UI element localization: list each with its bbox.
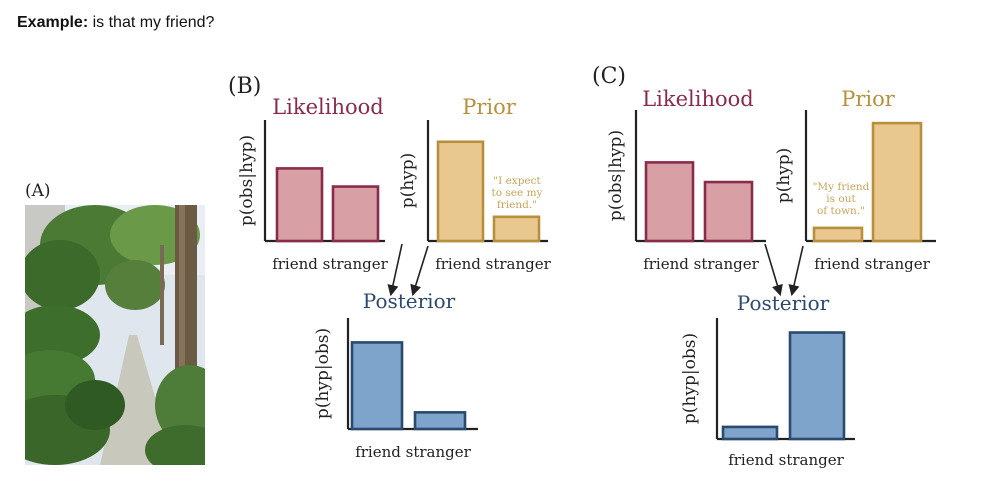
heading-bold: Example:: [17, 14, 89, 31]
panel-c-prior-annotation-line: of town.": [817, 205, 865, 217]
panel-b-posterior-title: Posterior: [363, 289, 456, 313]
panel-b-prior-bar-friend: [436, 140, 485, 243]
heading-text: is that my friend?: [92, 14, 215, 31]
arrow-c-prior: [788, 245, 804, 297]
panel-b-likelihood-title: Likelihood: [272, 95, 384, 119]
panel-c-posterior-ylabel: p(hyp|obs): [680, 333, 700, 424]
panel-b-likelihood-bar-stranger: [331, 185, 380, 243]
panel-b-posterior-bar-stranger: [413, 411, 467, 431]
panel-b-posterior-bar-friend: [350, 341, 404, 431]
panel-c-prior-annotation-line: "My friend: [813, 181, 870, 193]
panel-c-posterior-title: Posterior: [737, 291, 830, 315]
panel-b-prior-annotation: "I expect to see my friend.": [492, 175, 543, 211]
panel-c-likelihood-title: Likelihood: [642, 87, 754, 111]
panel-c-likelihood-category-labels: friend stranger: [643, 255, 759, 273]
panel-b-prior-ylabel: p(hyp): [398, 153, 418, 209]
panel-a-label: (A): [25, 181, 51, 201]
panel-c-prior-bar-stranger: [871, 121, 923, 243]
arrow-b-likelihood: [387, 243, 403, 297]
panel-c-label: (C): [592, 64, 626, 89]
panel-b-prior-annotation-line: to see my: [492, 187, 543, 199]
panel-b-prior-bar-stranger: [492, 215, 541, 243]
panel-c-prior-ylabel: p(hyp): [774, 148, 794, 204]
panel-b-posterior-chart: Posterior p(hyp|obs) friend stranger: [313, 289, 478, 461]
arrow-c-likelihood: [764, 243, 783, 297]
sidewalk-photo: [25, 205, 205, 465]
panel-c-prior-annotation: "My friend is out of town.": [813, 181, 870, 217]
page-heading: Example: is that my friend?: [17, 14, 214, 32]
panel-c-prior-chart: Prior p(hyp) friend stranger "My friend is o…: [774, 87, 936, 273]
panel-c-posterior-chart: Posterior p(hyp|obs) friend stranger: [680, 291, 855, 469]
panel-b-prior-category-labels: friend stranger: [435, 255, 551, 273]
panel-b-likelihood-chart: Likelihood p(obs|hyp) friend stranger: [237, 95, 389, 273]
panel-b-prior-annotation-line: "I expect: [493, 175, 541, 187]
panel-b-prior-title: Prior: [462, 95, 517, 119]
panel-c-prior-annotation-line: is out: [826, 193, 856, 205]
sidewalk-photo-illustration: [25, 205, 205, 465]
panel-c-posterior-category-labels: friend stranger: [728, 451, 844, 469]
panel-b-posterior-ylabel: p(hyp|obs): [313, 328, 333, 419]
panel-b-likelihood-category-labels: friend stranger: [272, 255, 388, 273]
panel-c-prior-bar-friend: [812, 226, 864, 243]
panel-b-prior-chart: Prior p(hyp) friend stranger "I expect to se…: [398, 95, 552, 273]
panel-c-prior-title: Prior: [841, 87, 896, 111]
panel-c-likelihood-bar-friend: [644, 161, 695, 243]
panel-b-likelihood-bar-friend: [275, 167, 324, 243]
panel-b-likelihood-ylabel: p(obs|hyp): [237, 135, 257, 226]
panel-c-posterior-bar-stranger: [788, 331, 846, 441]
panel-b-prior-annotation-line: friend.": [497, 199, 537, 211]
panel-b-posterior-category-labels: friend stranger: [355, 443, 471, 461]
arrow-b-prior: [410, 245, 429, 297]
panel-c-likelihood-ylabel: p(obs|hyp): [606, 130, 626, 221]
panel-c-posterior-bar-friend: [721, 425, 779, 441]
panel-c-likelihood-bar-stranger: [703, 180, 754, 243]
panel-c-prior-category-labels: friend stranger: [814, 255, 930, 273]
panel-c-likelihood-chart: Likelihood p(obs|hyp) friend stranger: [606, 87, 766, 273]
panel-b-label: (B): [228, 74, 261, 99]
